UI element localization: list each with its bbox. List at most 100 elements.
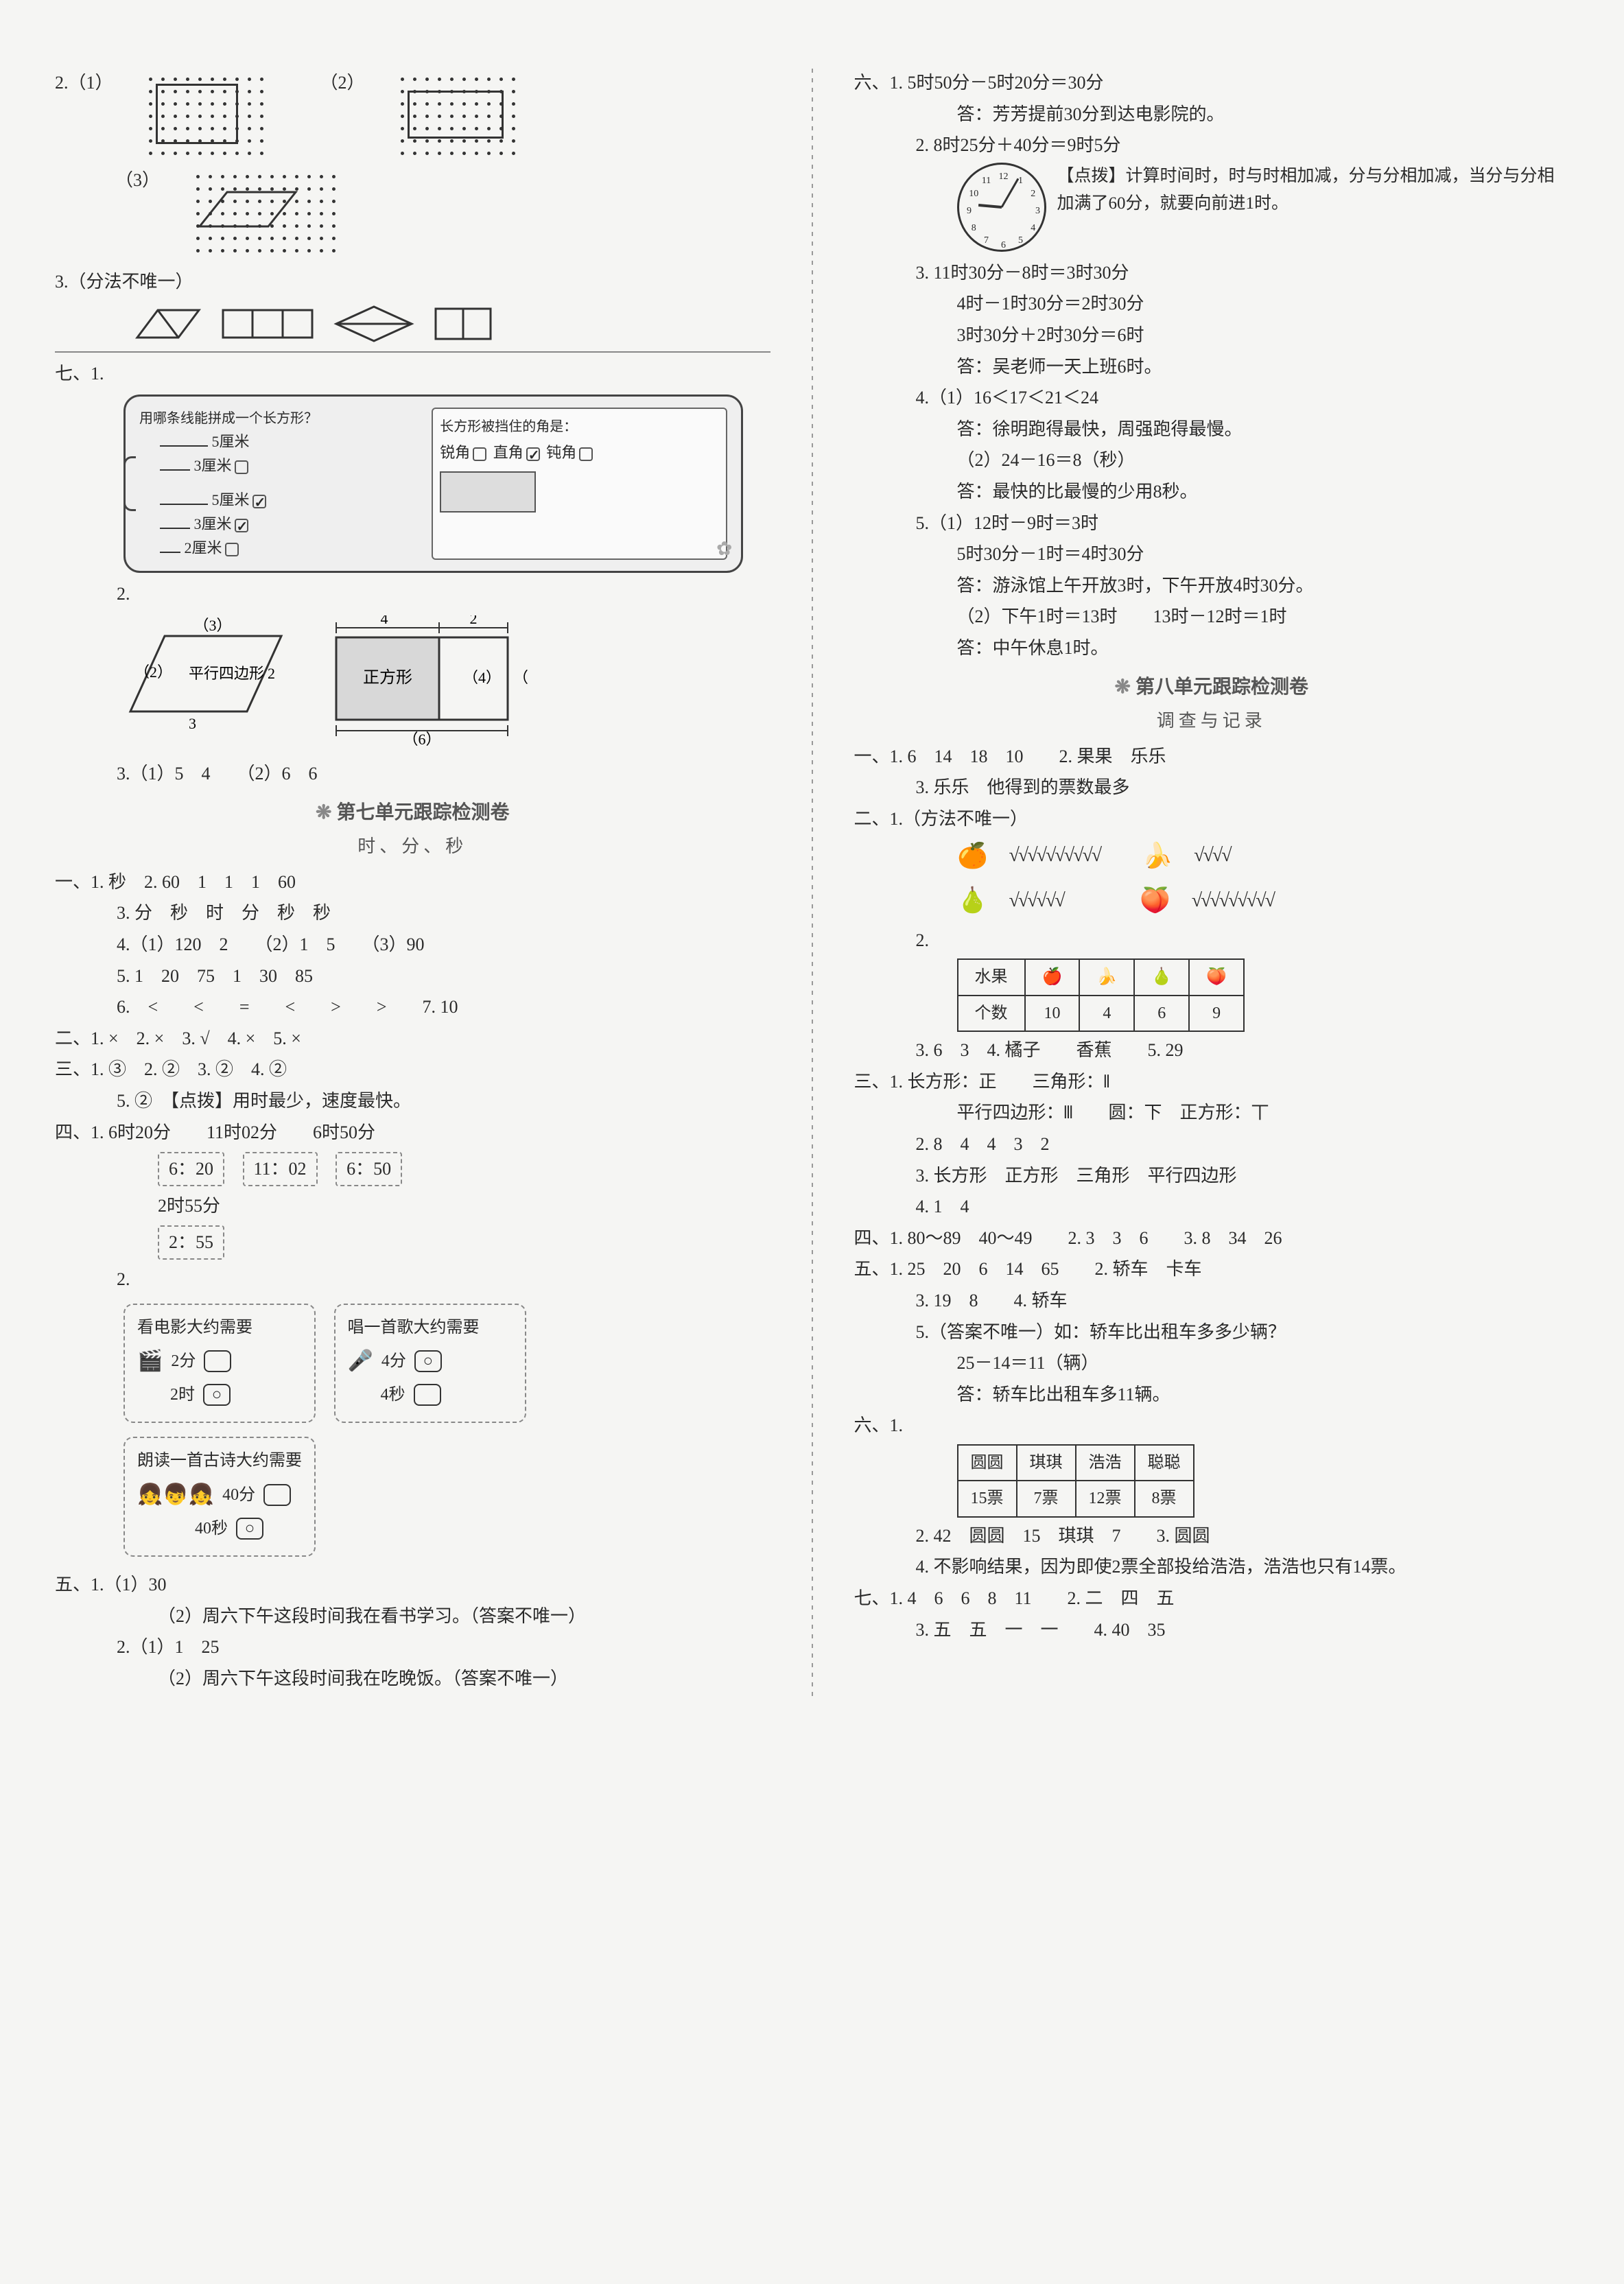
tally-peach: √√√√√√√√√ — [1192, 886, 1274, 917]
q3-shapes — [123, 303, 770, 344]
vote-val-1: 15票 — [958, 1481, 1017, 1516]
tip-wrap: 123456789101112 【点拨】计算时间时，时与时相加减，分与分相加减，… — [957, 163, 1570, 252]
seven-1: 七、1. — [55, 360, 770, 388]
u7-5-1: 五、1.（1）30 — [55, 1570, 770, 1599]
time-box-2: 11：02 — [243, 1152, 318, 1186]
pick-empty — [263, 1484, 291, 1506]
fruit-icon-2: 🍌 — [1079, 959, 1134, 995]
tally-row-1: 🍊 √√√√√√√√√√ 🍌 √√√√ — [957, 836, 1570, 876]
u7-4-1b: 6：20 11：02 6：50 — [55, 1149, 770, 1189]
u7-3-5: 5. ② 【点拨】用时最少，速度最快。 — [55, 1087, 770, 1116]
vote-name-4: 聪聪 — [1135, 1445, 1194, 1481]
pick-checked: ○ — [203, 1384, 231, 1406]
clock-icon: 123456789101112 — [957, 163, 1046, 252]
u7-6-4d: 答：最快的比最慢的少用8秒。 — [854, 478, 1570, 506]
fruit-val-1: 10 — [1025, 996, 1080, 1031]
time-box-4: 2：55 — [158, 1225, 224, 1260]
u7-6-5c: 答：游泳馆上午开放3时，下午开放4时30分。 — [854, 572, 1570, 600]
u8-4: 四、1. 80～89 40～49 2. 3 3 6 3. 8 34 26 — [854, 1224, 1570, 1253]
u8-2-1: 二、1.（方法不唯一） — [854, 805, 1570, 834]
q2-label-1: 2.（1） — [55, 69, 113, 97]
card-song: 唱一首歌大约需要 🎤4分○ 4秒 — [334, 1304, 526, 1424]
opt-3cm-a: 3厘米 — [194, 457, 232, 474]
dotgrid-2 — [398, 74, 519, 158]
page-layout: 2.（1） （2） （3） document.querySelectorAll(… — [55, 69, 1569, 1696]
poem-40sec: 40秒 — [195, 1516, 228, 1542]
card-poem: 朗读一首古诗大约需要 👧👦👧40分 40秒○ — [123, 1437, 316, 1557]
opt-5cm-a: 5厘米 — [212, 433, 250, 450]
tablet-widget: 用哪条线能拼成一个长方形？ 5厘米 3厘米 5厘米 3厘米 2厘米 长方形被挡住… — [123, 395, 743, 573]
angle-right: 直角 — [493, 444, 523, 461]
u7-6-4b: 答：徐明跑得最快，周强跑得最慢。 — [854, 415, 1570, 444]
tally-row-2: 🍐 √√√√√√ 🍑 √√√√√√√√√ — [957, 881, 1570, 921]
orange-icon: 🍊 — [957, 836, 989, 876]
tally-pear: √√√√√√ — [1009, 886, 1064, 917]
u7-1-6: 6. < < = < > > 7. 10 — [55, 993, 770, 1022]
q3-label: 3.（分法不唯一） — [55, 268, 770, 296]
u8-1-1: 一、1. 6 14 18 10 2. 果果 乐乐 — [854, 742, 1570, 771]
svg-text:4: 4 — [381, 615, 388, 627]
song-4sec: 4秒 — [381, 1382, 405, 1408]
u8-5-5c: 答：轿车比出租车多11辆。 — [854, 1380, 1570, 1409]
tally-orange: √√√√√√√√√√ — [1009, 840, 1101, 871]
card-movie-title: 看电影大约需要 — [137, 1315, 302, 1341]
svg-text:（4）: （4） — [513, 669, 528, 686]
u8-3-2: 2. 8 4 4 3 2 — [854, 1130, 1570, 1159]
tablet-left-title: 用哪条线能拼成一个长方形？ — [139, 408, 418, 429]
u7-6-5b: 5时30分－1时＝4时30分 — [854, 540, 1570, 569]
u7-1-4: 4.（1）120 2 （2）1 5 （3）90 — [55, 930, 770, 959]
time-box-3: 6：50 — [336, 1152, 402, 1186]
u7-6-3c: 3时30分＋2时30分＝6时 — [854, 321, 1570, 350]
u7-6-1: 六、1. 5时50分－5时20分＝30分 — [854, 69, 1570, 97]
u7-1-5: 5. 1 20 75 1 30 85 — [55, 962, 770, 991]
u7-6-5d: （2）下午1时＝13时 13时－12时＝1时 — [854, 602, 1570, 631]
u7-5-1b: （2）周六下午这段时间我在看书学习。（答案不唯一） — [55, 1602, 770, 1631]
pear-icon: 🍐 — [957, 881, 989, 921]
right-column: 六、1. 5时50分－5时20分＝30分 答：芳芳提前30分到达电影院的。 2.… — [854, 69, 1570, 1696]
banana-icon: 🍌 — [1142, 836, 1173, 876]
u7-6-3d: 答：吴老师一天上班6时。 — [854, 353, 1570, 381]
u8-1-3: 3. 乐乐 他得到的票数最多 — [854, 773, 1570, 802]
u8-3-1: 三、1. 长方形：正 三角形：𝍪 — [854, 1068, 1570, 1096]
read-icon: 👧👦👧 — [137, 1479, 214, 1511]
left-column: 2.（1） （2） （3） document.querySelectorAll(… — [55, 69, 770, 1696]
fruit-icon-3: 🍐 — [1134, 959, 1189, 995]
q2-row1: 2.（1） （2） — [55, 69, 770, 163]
rect-demo — [440, 471, 536, 513]
u7-6-5e: 答：中午休息1时。 — [854, 634, 1570, 663]
u8-5-3: 3. 19 8 4. 轿车 — [854, 1286, 1570, 1315]
u8-3-1b: 平行四边形：𝍫 圆：下 正方形：丅 — [854, 1098, 1570, 1127]
u8-7-3: 3. 五 五 一 一 4. 40 35 — [854, 1616, 1570, 1645]
u8-6-1: 六、1. — [854, 1411, 1570, 1440]
unit8-title: 第八单元跟踪检测卷 — [854, 672, 1570, 703]
q2-row2: （3） — [115, 166, 770, 261]
pick-checked: ○ — [236, 1518, 263, 1540]
tablet-left: 用哪条线能拼成一个长方形？ 5厘米 3厘米 5厘米 3厘米 2厘米 — [139, 408, 418, 560]
svg-text:2: 2 — [470, 615, 478, 627]
sing-icon: 🎤 — [348, 1345, 373, 1378]
svg-text:（2）: （2） — [134, 663, 172, 681]
angle-obtuse: 钝角 — [546, 444, 576, 461]
fruit-val-3: 6 — [1134, 996, 1189, 1031]
u8-5-5a: 5.（答案不唯一）如：轿车比出租车多多少辆？ — [854, 1318, 1570, 1347]
vote-val-3: 12票 — [1076, 1481, 1135, 1516]
fruit-val-2: 4 — [1079, 996, 1134, 1031]
flower-icon: ✿ — [716, 534, 732, 565]
u7-4-1c: 2时55分 — [55, 1192, 770, 1221]
u7-3: 三、1. ③ 2. ② 3. ② 4. ② — [55, 1055, 770, 1084]
seven-2: 2. — [55, 580, 770, 609]
vote-name-2: 琪琪 — [1017, 1445, 1076, 1481]
pick-empty — [204, 1350, 231, 1372]
unit7-subtitle: 时、分、秒 — [55, 832, 770, 861]
unit7-title: 第七单元跟踪检测卷 — [55, 798, 770, 829]
u8-6-4: 4. 不影响结果，因为即使2票全部投给浩浩，浩浩也只有14票。 — [854, 1553, 1570, 1581]
u7-6-1a: 答：芳芳提前30分到达电影院的。 — [854, 100, 1570, 129]
u7-4-2: 2. — [55, 1265, 770, 1294]
u7-4-1d-wrap: 2：55 — [55, 1223, 770, 1262]
cards-wrap: 看电影大约需要 🎬2分 2时○ 唱一首歌大约需要 🎤4分○ 4秒 朗读一首古诗大… — [117, 1297, 770, 1564]
u8-7-1: 七、1. 4 6 6 8 11 2. 二 四 五 — [854, 1584, 1570, 1613]
card-poem-title: 朗读一首古诗大约需要 — [137, 1448, 302, 1474]
u7-6-4a: 4.（1）16＜17＜21＜24 — [854, 384, 1570, 412]
svg-text:（6）: （6） — [403, 731, 440, 746]
song-4min: 4分 — [381, 1348, 406, 1374]
